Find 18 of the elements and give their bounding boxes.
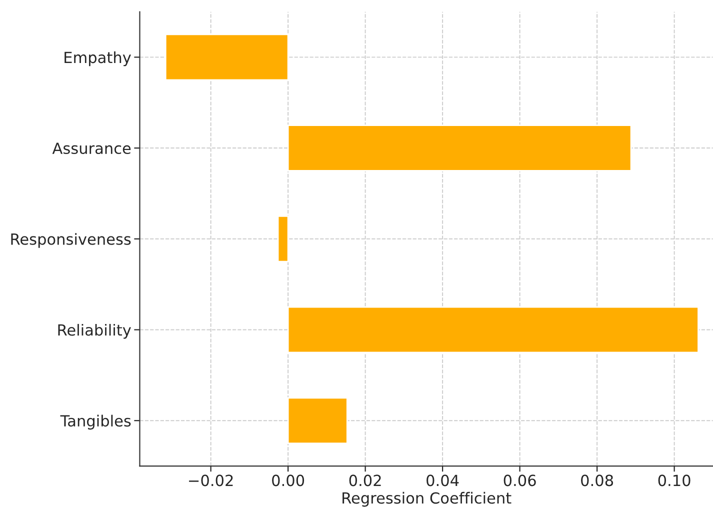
x-tick-label: 0.00 xyxy=(272,474,304,486)
y-tick-label: Empathy xyxy=(64,51,131,66)
y-tick-label: Assurance xyxy=(52,142,131,154)
x-tick-label: 0.08 xyxy=(581,474,614,486)
x-tick-label: 0.10 xyxy=(658,474,690,486)
x-axis-title: Regression Coefficient xyxy=(342,492,512,507)
y-tick-label: Tangibles xyxy=(60,414,131,430)
bar xyxy=(287,124,632,172)
x-tick-label: 0.04 xyxy=(426,474,459,486)
bar xyxy=(287,397,348,444)
x-tick-label: 0.06 xyxy=(504,474,536,486)
bar xyxy=(287,306,699,354)
bar xyxy=(277,215,289,262)
x-tick-label: 0.02 xyxy=(349,474,381,486)
y-tick-label: Reliability xyxy=(58,324,131,339)
x-tick-label: −0.02 xyxy=(189,474,233,486)
y-tick-label: Responsiveness xyxy=(11,233,131,248)
bar xyxy=(164,34,289,81)
